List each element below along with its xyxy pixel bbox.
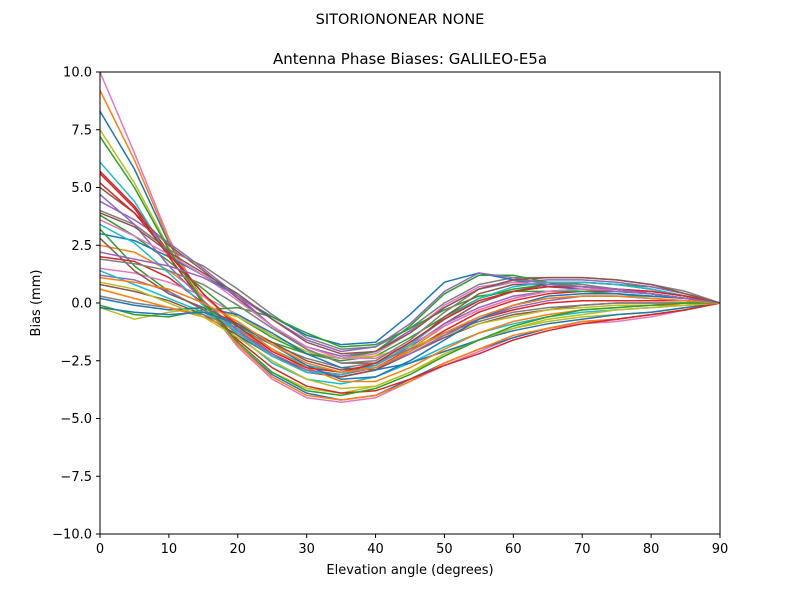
series-line-9 bbox=[99, 200, 721, 357]
y-tick-label: −10.0 bbox=[52, 528, 92, 543]
x-tick-label: 10 bbox=[161, 542, 178, 557]
series-line-2 bbox=[99, 110, 721, 401]
y-tick-label: 2.5 bbox=[71, 239, 92, 254]
y-tick-label: 10.0 bbox=[63, 66, 92, 81]
chart-title: Antenna Phase Biases: GALILEO-E5a bbox=[273, 50, 547, 68]
x-tick-label: 20 bbox=[230, 542, 247, 557]
series-line-29 bbox=[99, 281, 721, 390]
y-tick-label: 7.5 bbox=[71, 123, 92, 138]
series-layer bbox=[99, 71, 721, 404]
series-line-36 bbox=[99, 212, 721, 355]
x-tick-label: 50 bbox=[436, 542, 453, 557]
series-line-18 bbox=[99, 295, 720, 369]
x-tick-label: 80 bbox=[643, 542, 660, 557]
x-tick-label: 60 bbox=[505, 542, 522, 557]
series-line-23 bbox=[99, 290, 721, 348]
series-line-31 bbox=[99, 293, 721, 380]
chart-suptitle: SITORIONONEAR NONE bbox=[316, 12, 485, 28]
y-axis: 10.0 7.5 5.0 2.5 0.0 −2.5 −5.0 −7.5 −10.0 bbox=[52, 66, 100, 543]
y-tick-label: 5.0 bbox=[71, 181, 92, 196]
y-tick-label: 0.0 bbox=[71, 297, 92, 312]
x-tick-label: 90 bbox=[712, 542, 729, 557]
x-tick-label: 30 bbox=[298, 542, 315, 557]
y-tick-label: −7.5 bbox=[60, 470, 92, 485]
x-tick-label: 40 bbox=[367, 542, 384, 557]
x-axis-label: Elevation angle (degrees) bbox=[326, 563, 493, 578]
x-tick-label: 0 bbox=[96, 542, 104, 557]
series-line-26 bbox=[99, 237, 721, 371]
y-tick-label: −2.5 bbox=[60, 354, 92, 369]
x-tick-label: 70 bbox=[574, 542, 591, 557]
series-line-34 bbox=[99, 276, 721, 374]
series-line-35 bbox=[99, 251, 721, 353]
y-axis-label: Bias (mm) bbox=[29, 270, 44, 337]
x-axis: 0 10 20 30 40 50 60 70 80 90 bbox=[96, 534, 728, 557]
series-line-1 bbox=[99, 71, 721, 404]
series-line-30 bbox=[99, 223, 721, 376]
y-tick-label: −5.0 bbox=[60, 412, 92, 427]
